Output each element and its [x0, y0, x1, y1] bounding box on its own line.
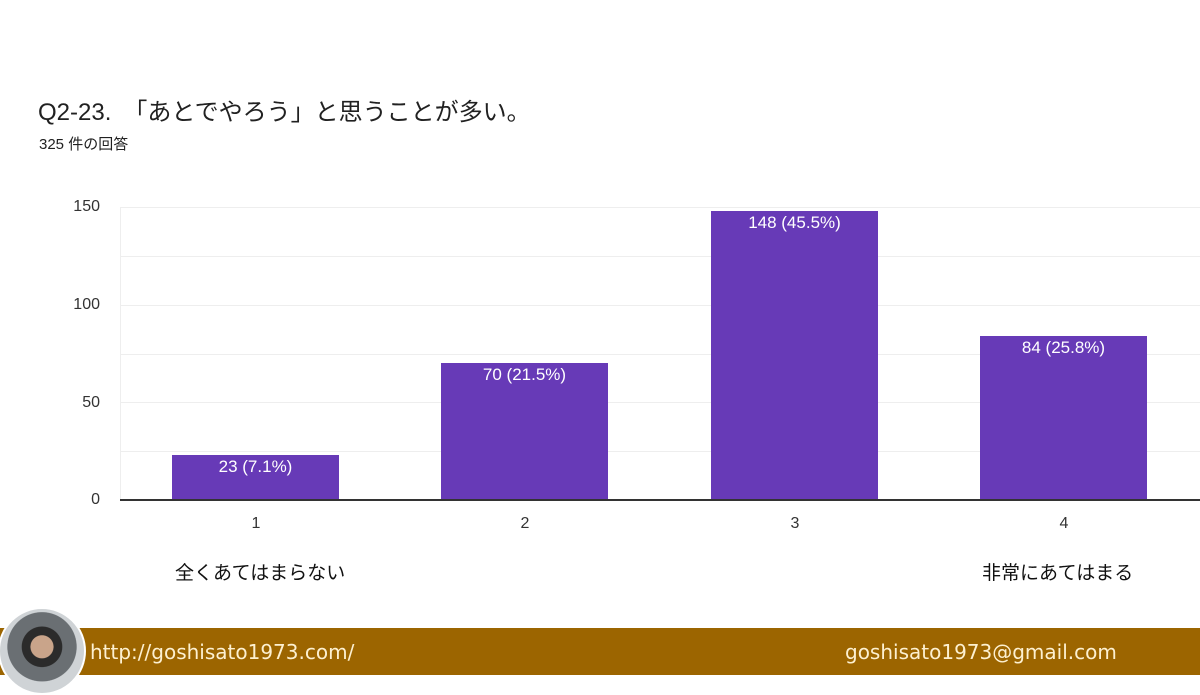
- bar-4[interactable]: 84 (25.8%): [980, 336, 1147, 500]
- x-tick-3: 3: [790, 515, 800, 532]
- bar-label-2: 70 (21.5%): [482, 365, 567, 384]
- y-tick-100: 100: [73, 296, 100, 313]
- response-count: 325 件の回答: [39, 136, 129, 153]
- gridline-25: [120, 451, 1200, 452]
- bar-1[interactable]: 23 (7.1%): [172, 455, 339, 500]
- y-tick-0: 0: [91, 491, 100, 508]
- plot-left-border: [120, 207, 121, 500]
- scale-label-low: 全くあてはまらない: [175, 563, 346, 584]
- gridline-150: [120, 207, 1200, 208]
- bar-label-3: 148 (45.5%): [748, 213, 841, 232]
- bar-label-1: 23 (7.1%): [218, 457, 293, 476]
- gridline-125: [120, 256, 1200, 257]
- x-tick-1: 1: [251, 515, 261, 532]
- email-link[interactable]: goshisato1973@gmail.com: [845, 640, 1117, 664]
- x-tick-2: 2: [520, 515, 530, 532]
- x-axis-line: [120, 499, 1200, 501]
- plot-area: 23 (7.1%) 70 (21.5%) 148 (45.5%) 84 (25.…: [120, 207, 1200, 501]
- bar-label-4: 84 (25.8%): [1021, 338, 1106, 357]
- gridline-100: [120, 305, 1200, 306]
- bar-3[interactable]: 148 (45.5%): [711, 211, 878, 500]
- question-title: Q2-23. 「あとでやろう」と思うことが多い。: [38, 99, 531, 126]
- website-link[interactable]: http://goshisato1973.com/: [90, 640, 355, 664]
- footer-banner: [0, 628, 1200, 675]
- author-avatar: [0, 607, 86, 695]
- scale-label-high: 非常にあてはまる: [982, 563, 1134, 584]
- x-tick-4: 4: [1059, 515, 1069, 532]
- gridline-50: [120, 402, 1200, 403]
- bar-2[interactable]: 70 (21.5%): [441, 363, 608, 500]
- y-tick-150: 150: [73, 198, 100, 215]
- gridline-75: [120, 354, 1200, 355]
- y-tick-50: 50: [82, 394, 100, 411]
